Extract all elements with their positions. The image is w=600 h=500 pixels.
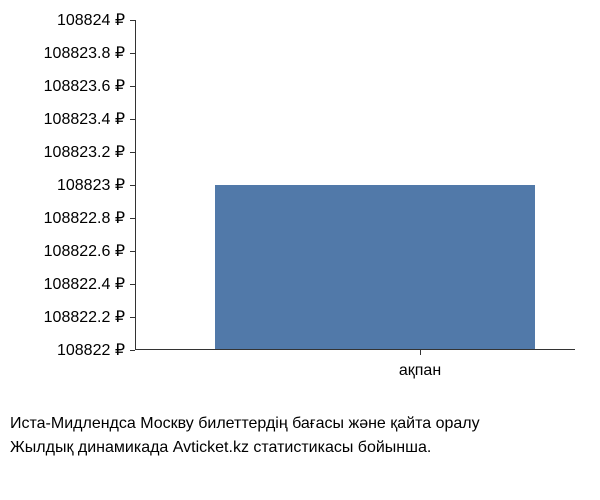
bar xyxy=(215,185,535,350)
y-tick-label: 108823.2 ₽ xyxy=(44,142,125,162)
y-tick-label: 108824 ₽ xyxy=(57,10,125,30)
chart-caption: Иста-Мидлендса Москву билеттердің бағасы… xyxy=(10,412,590,460)
tick-mark xyxy=(420,350,421,355)
y-tick-label: 108822.8 ₽ xyxy=(44,208,125,228)
y-axis: 108824 ₽ 108823.8 ₽ 108823.6 ₽ 108823.4 … xyxy=(0,20,130,400)
y-tick-label: 108822.2 ₽ xyxy=(44,307,125,327)
caption-line: Жылдық динамикада Avticket.kz статистика… xyxy=(10,436,590,460)
tick-mark xyxy=(130,350,135,351)
x-tick-label: ақпан xyxy=(399,362,441,380)
y-tick-label: 108822.4 ₽ xyxy=(44,274,125,294)
y-tick-label: 108823.4 ₽ xyxy=(44,109,125,129)
y-tick-label: 108823.8 ₽ xyxy=(44,43,125,63)
chart-container: 108824 ₽ 108823.8 ₽ 108823.6 ₽ 108823.4 … xyxy=(0,20,600,400)
plot-area xyxy=(135,20,575,350)
y-tick-label: 108823.6 ₽ xyxy=(44,76,125,96)
y-tick-label: 108822 ₽ xyxy=(57,340,125,360)
y-tick-label: 108823 ₽ xyxy=(57,175,125,195)
y-axis-line xyxy=(135,20,136,350)
x-axis-line xyxy=(135,349,575,350)
y-tick-label: 108822.6 ₽ xyxy=(44,241,125,261)
caption-line: Иста-Мидлендса Москву билеттердің бағасы… xyxy=(10,412,590,436)
